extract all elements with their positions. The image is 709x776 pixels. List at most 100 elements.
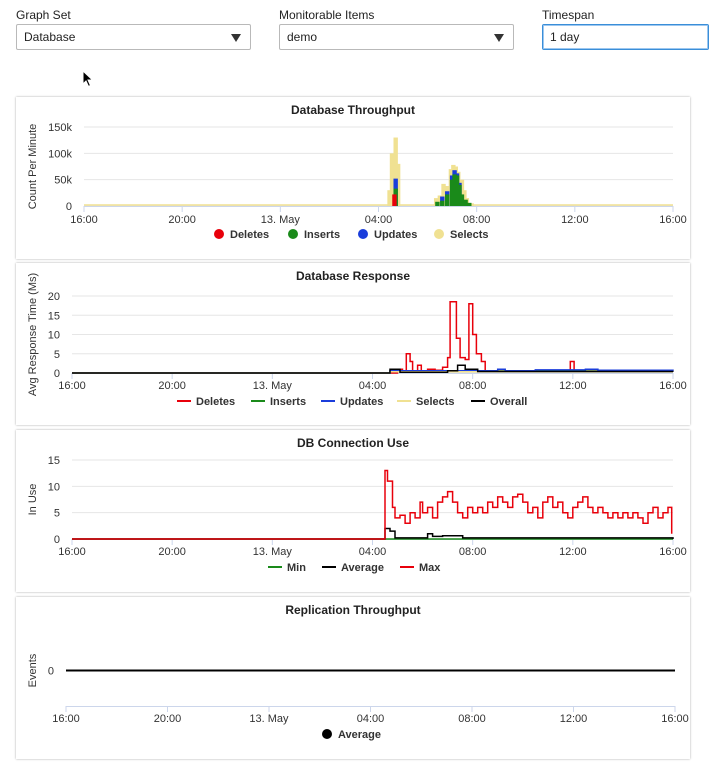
legend-label: Max bbox=[419, 562, 441, 574]
legend-item: Inserts bbox=[251, 396, 306, 408]
legend-item: Average bbox=[322, 562, 384, 574]
x-tick-label: 13. May bbox=[253, 380, 293, 392]
legend-label: Average bbox=[341, 562, 384, 574]
chart-panel-replication-throughput: Replication Throughput Events 0 16:00 20:00 1… bbox=[16, 597, 690, 759]
legend-item: Min bbox=[268, 562, 306, 574]
legend-label: Deletes bbox=[230, 229, 269, 241]
y-tick-label: 0 bbox=[54, 534, 60, 546]
database-throughput-chart: Database Throughput Count Per Minute 0 50k 1… bbox=[27, 103, 687, 241]
legend-label: Selects bbox=[416, 396, 455, 408]
timespan-value: 1 day bbox=[550, 30, 580, 44]
chart-panel-database-throughput: Database Throughput Count Per Minute 0 50k 1… bbox=[16, 97, 690, 259]
chart-title: Database Throughput bbox=[291, 103, 415, 117]
graph-set-select[interactable]: Database bbox=[16, 24, 251, 50]
y-tick-label: 5 bbox=[54, 349, 60, 361]
y-tick-label: 5 bbox=[54, 508, 60, 520]
bar bbox=[393, 137, 398, 206]
series-line bbox=[72, 364, 674, 374]
timespan-select[interactable]: 1 day bbox=[542, 24, 709, 50]
x-tick-label: 16:00 bbox=[58, 546, 86, 558]
x-tick-label: 12:00 bbox=[559, 546, 587, 558]
x-tick-label: 04:00 bbox=[359, 546, 387, 558]
x-tick-label: 20:00 bbox=[158, 380, 186, 392]
series-line bbox=[72, 469, 673, 540]
y-tick-label: 0 bbox=[66, 201, 72, 213]
bar bbox=[454, 175, 460, 206]
bar bbox=[463, 199, 468, 206]
database-response-chart: Database Response Avg Response Time (Ms) 0… bbox=[27, 269, 687, 408]
x-tick-label: 16:00 bbox=[659, 380, 687, 392]
x-tick-label: 16:00 bbox=[58, 380, 86, 392]
x-tick-label: 16:00 bbox=[659, 214, 687, 226]
x-tick-label: 04:00 bbox=[357, 713, 385, 725]
legend-label: Average bbox=[338, 729, 381, 741]
bar bbox=[452, 174, 457, 206]
legend-item: Deletes bbox=[177, 396, 235, 408]
x-tick-label: 13. May bbox=[249, 713, 289, 725]
chart-title: Database Response bbox=[296, 269, 410, 283]
graph-set-value: Database bbox=[24, 30, 76, 44]
x-tick-label: 08:00 bbox=[463, 214, 491, 226]
db-connection-use-chart: DB Connection Use In Use 0 5 10 15 16:00 20:00 1… bbox=[27, 436, 687, 574]
x-tick-label: 16:00 bbox=[70, 214, 98, 226]
legend-item: Updates bbox=[358, 229, 417, 241]
legend-item: Deletes bbox=[214, 229, 269, 241]
y-tick-label: 15 bbox=[48, 455, 60, 467]
bar bbox=[435, 201, 440, 206]
graph-set-label: Graph Set bbox=[16, 8, 71, 22]
bar bbox=[387, 190, 392, 206]
bar bbox=[395, 163, 401, 206]
bar bbox=[391, 155, 396, 206]
monitorable-items-select[interactable]: demo bbox=[279, 24, 514, 50]
y-tick-label: 20 bbox=[48, 291, 60, 303]
legend-item: Updates bbox=[321, 396, 383, 408]
legend-item: Overall bbox=[471, 396, 527, 408]
y-axis-label: Count Per Minute bbox=[27, 124, 39, 210]
x-tick-label: 08:00 bbox=[459, 380, 487, 392]
legend-symbol bbox=[214, 229, 224, 239]
y-axis-label: Avg Response Time (Ms) bbox=[27, 273, 39, 396]
legend-item: Inserts bbox=[288, 229, 340, 241]
y-axis-label: Events bbox=[27, 653, 39, 687]
series-line bbox=[72, 527, 674, 540]
x-tick-label: 20:00 bbox=[158, 546, 186, 558]
y-tick-label: 0 bbox=[54, 368, 60, 380]
x-tick-label: 08:00 bbox=[459, 546, 487, 558]
legend-label: Updates bbox=[374, 229, 417, 241]
legend-label: Inserts bbox=[304, 229, 340, 241]
legend-label: Min bbox=[287, 562, 306, 574]
legend-item: Max bbox=[400, 562, 441, 574]
bar bbox=[440, 200, 445, 206]
y-axis-label: In Use bbox=[27, 484, 39, 516]
bar bbox=[467, 202, 472, 206]
x-tick-label: 16:00 bbox=[52, 713, 80, 725]
legend-symbol bbox=[434, 229, 444, 239]
bar bbox=[457, 184, 462, 206]
y-tick-label: 0 bbox=[48, 666, 54, 678]
bar bbox=[437, 195, 443, 206]
legend-symbol bbox=[322, 729, 332, 739]
x-tick-label: 12:00 bbox=[560, 713, 588, 725]
y-tick-label: 150k bbox=[48, 122, 72, 134]
x-tick-label: 20:00 bbox=[154, 713, 182, 725]
mouse-pointer-icon bbox=[82, 70, 94, 88]
replication-throughput-chart: Replication Throughput Events 0 16:00 20:00 1… bbox=[27, 603, 689, 741]
legend-label: Selects bbox=[450, 229, 489, 241]
y-tick-label: 100k bbox=[48, 148, 72, 160]
x-tick-label: 12:00 bbox=[561, 214, 589, 226]
chart-panel-database-response: Database Response Avg Response Time (Ms) 0… bbox=[16, 263, 690, 425]
monitorable-items-value: demo bbox=[287, 30, 318, 44]
timespan-label: Timespan bbox=[542, 8, 595, 22]
legend-symbol bbox=[358, 229, 368, 239]
x-tick-label: 04:00 bbox=[365, 214, 393, 226]
monitorable-items-label: Monitorable Items bbox=[279, 8, 375, 22]
legend-item: Selects bbox=[397, 396, 455, 408]
x-tick-label: 08:00 bbox=[458, 713, 486, 725]
x-tick-label: 16:00 bbox=[661, 713, 689, 725]
x-tick-label: 13. May bbox=[253, 546, 293, 558]
legend-label: Updates bbox=[340, 396, 383, 408]
y-tick-label: 10 bbox=[48, 481, 60, 493]
chart-title: Replication Throughput bbox=[285, 603, 420, 617]
chevron-down-icon bbox=[494, 34, 504, 42]
legend-item: Average bbox=[322, 729, 381, 741]
